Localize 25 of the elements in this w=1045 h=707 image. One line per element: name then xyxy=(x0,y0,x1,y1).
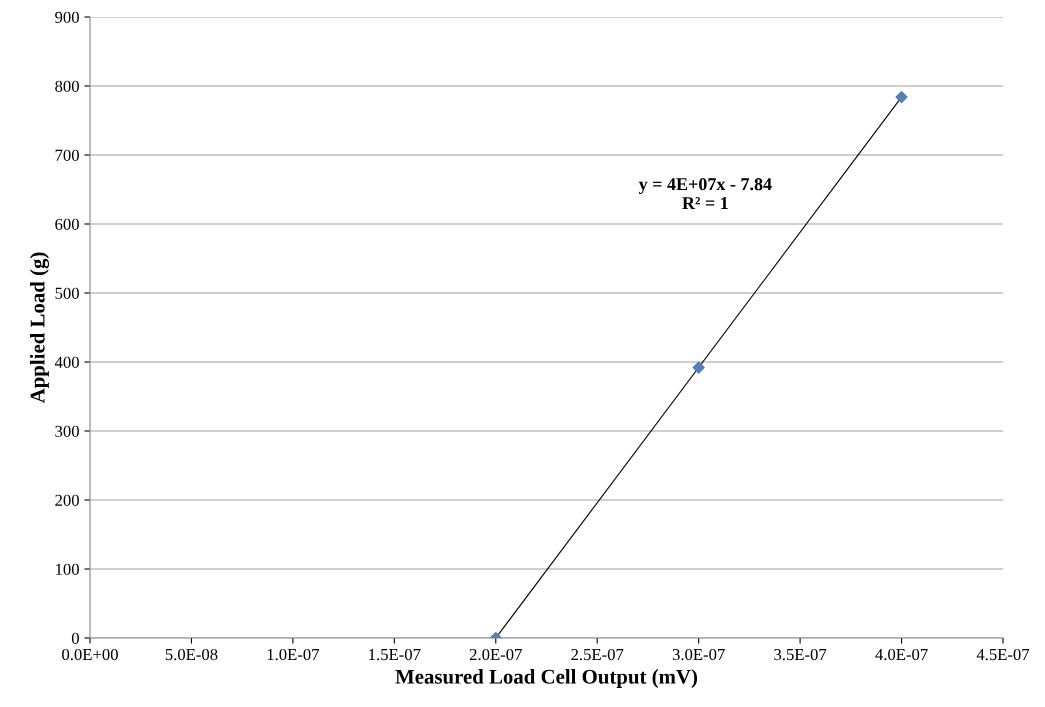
x-tick-label: 3.0E-07 xyxy=(672,648,725,661)
x-tick-label: 1.0E-07 xyxy=(267,648,320,661)
y-tick-label: 700 xyxy=(55,149,79,161)
x-tick-label: 2.0E-07 xyxy=(469,648,522,661)
y-tick-label: 600 xyxy=(55,218,79,230)
point xyxy=(692,361,705,374)
y-tick-label: 400 xyxy=(54,356,79,368)
x-tick-label: 4.0E-07 xyxy=(875,648,928,661)
x-tick-label: 0.0E+00 xyxy=(62,648,118,661)
x-tick-label: 1.5E-07 xyxy=(369,648,421,661)
y-tick-label: 0 xyxy=(71,632,79,644)
y-tick-label: 100 xyxy=(56,563,79,575)
y-tick-label: 500 xyxy=(55,287,79,299)
point xyxy=(895,90,908,104)
x-axis-title: Measured Load Cell Output (mV) xyxy=(395,669,698,688)
y-tick-label: 900 xyxy=(55,11,79,23)
y-axis-title: Applied Load (g) xyxy=(29,252,50,404)
x-tick-label: 4.5E-07 xyxy=(976,648,1030,661)
y-tick-label: 300 xyxy=(55,425,79,437)
annotation: y = 4E+07x - 7.84 R² = 1 xyxy=(638,178,772,210)
y-tick-label: 800 xyxy=(55,80,79,92)
x-tick-label: 5.0E-08 xyxy=(165,648,218,661)
y-tick-label: 200 xyxy=(55,494,79,506)
x-tick-label: 2.5E-07 xyxy=(571,648,624,661)
x-tick-label: 3.5E-07 xyxy=(774,648,827,661)
